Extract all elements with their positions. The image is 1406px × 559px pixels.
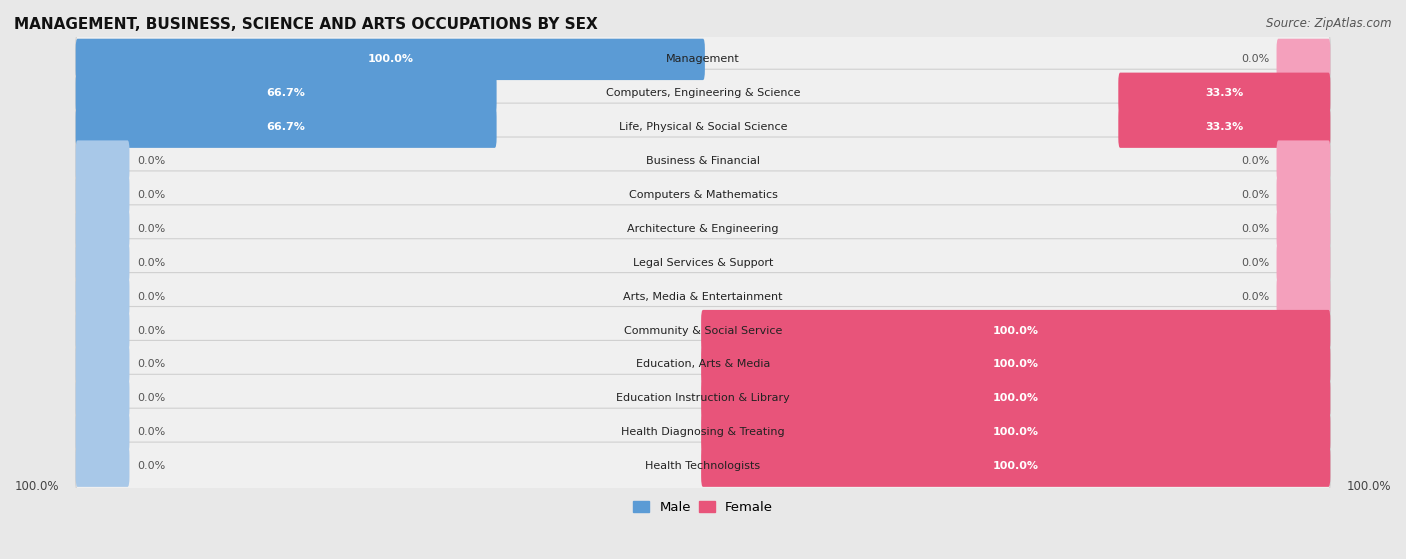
FancyBboxPatch shape [76, 276, 129, 318]
Text: Source: ZipAtlas.com: Source: ZipAtlas.com [1267, 17, 1392, 30]
FancyBboxPatch shape [1118, 73, 1330, 114]
Text: 33.3%: 33.3% [1205, 88, 1243, 98]
FancyBboxPatch shape [76, 306, 1330, 354]
Text: 100.0%: 100.0% [993, 325, 1039, 335]
FancyBboxPatch shape [1277, 140, 1330, 182]
FancyBboxPatch shape [76, 411, 129, 453]
Legend: Male, Female: Male, Female [628, 497, 778, 518]
FancyBboxPatch shape [76, 340, 1330, 389]
Text: 0.0%: 0.0% [1240, 292, 1270, 302]
FancyBboxPatch shape [76, 378, 129, 419]
FancyBboxPatch shape [702, 446, 1330, 487]
FancyBboxPatch shape [76, 73, 496, 114]
FancyBboxPatch shape [1277, 39, 1330, 80]
Text: 66.7%: 66.7% [267, 122, 305, 132]
Text: 0.0%: 0.0% [136, 292, 166, 302]
Text: 100.0%: 100.0% [1347, 480, 1391, 493]
Text: 100.0%: 100.0% [15, 480, 59, 493]
Text: Health Technologists: Health Technologists [645, 461, 761, 471]
FancyBboxPatch shape [76, 140, 129, 182]
FancyBboxPatch shape [76, 171, 1330, 219]
Text: Arts, Media & Entertainment: Arts, Media & Entertainment [623, 292, 783, 302]
FancyBboxPatch shape [76, 446, 129, 487]
Text: Community & Social Service: Community & Social Service [624, 325, 782, 335]
Text: 0.0%: 0.0% [136, 359, 166, 369]
Text: 0.0%: 0.0% [136, 461, 166, 471]
Text: Business & Financial: Business & Financial [645, 156, 761, 166]
Text: 0.0%: 0.0% [136, 224, 166, 234]
FancyBboxPatch shape [76, 39, 704, 80]
Text: 0.0%: 0.0% [136, 394, 166, 404]
FancyBboxPatch shape [76, 408, 1330, 456]
Text: 0.0%: 0.0% [136, 427, 166, 437]
Text: 33.3%: 33.3% [1205, 122, 1243, 132]
FancyBboxPatch shape [76, 35, 1330, 83]
FancyBboxPatch shape [76, 375, 1330, 423]
Text: 0.0%: 0.0% [1240, 190, 1270, 200]
FancyBboxPatch shape [702, 378, 1330, 419]
FancyBboxPatch shape [76, 310, 129, 351]
FancyBboxPatch shape [702, 411, 1330, 453]
FancyBboxPatch shape [76, 273, 1330, 321]
FancyBboxPatch shape [76, 442, 1330, 490]
Text: 0.0%: 0.0% [136, 190, 166, 200]
FancyBboxPatch shape [1277, 242, 1330, 283]
Text: 100.0%: 100.0% [993, 394, 1039, 404]
FancyBboxPatch shape [76, 103, 1330, 151]
Text: Computers, Engineering & Science: Computers, Engineering & Science [606, 88, 800, 98]
Text: 100.0%: 100.0% [367, 54, 413, 64]
Text: Health Diagnosing & Treating: Health Diagnosing & Treating [621, 427, 785, 437]
FancyBboxPatch shape [1277, 174, 1330, 216]
FancyBboxPatch shape [76, 137, 1330, 185]
Text: 100.0%: 100.0% [993, 359, 1039, 369]
Text: 0.0%: 0.0% [1240, 258, 1270, 268]
FancyBboxPatch shape [76, 174, 129, 216]
FancyBboxPatch shape [76, 344, 129, 385]
FancyBboxPatch shape [76, 239, 1330, 287]
Text: 0.0%: 0.0% [136, 258, 166, 268]
FancyBboxPatch shape [76, 69, 1330, 117]
Text: Life, Physical & Social Science: Life, Physical & Social Science [619, 122, 787, 132]
Text: 0.0%: 0.0% [1240, 224, 1270, 234]
Text: 100.0%: 100.0% [993, 461, 1039, 471]
Text: 66.7%: 66.7% [267, 88, 305, 98]
Text: Legal Services & Support: Legal Services & Support [633, 258, 773, 268]
FancyBboxPatch shape [76, 242, 129, 283]
FancyBboxPatch shape [76, 208, 129, 249]
FancyBboxPatch shape [76, 205, 1330, 253]
Text: 100.0%: 100.0% [993, 427, 1039, 437]
FancyBboxPatch shape [1277, 208, 1330, 249]
FancyBboxPatch shape [702, 344, 1330, 385]
FancyBboxPatch shape [76, 107, 496, 148]
Text: MANAGEMENT, BUSINESS, SCIENCE AND ARTS OCCUPATIONS BY SEX: MANAGEMENT, BUSINESS, SCIENCE AND ARTS O… [14, 17, 598, 32]
Text: Education, Arts & Media: Education, Arts & Media [636, 359, 770, 369]
Text: Education Instruction & Library: Education Instruction & Library [616, 394, 790, 404]
Text: 0.0%: 0.0% [136, 325, 166, 335]
Text: Management: Management [666, 54, 740, 64]
FancyBboxPatch shape [1118, 107, 1330, 148]
Text: Architecture & Engineering: Architecture & Engineering [627, 224, 779, 234]
Text: 0.0%: 0.0% [1240, 54, 1270, 64]
Text: 0.0%: 0.0% [1240, 156, 1270, 166]
FancyBboxPatch shape [1277, 276, 1330, 318]
Text: Computers & Mathematics: Computers & Mathematics [628, 190, 778, 200]
Text: 0.0%: 0.0% [136, 156, 166, 166]
FancyBboxPatch shape [702, 310, 1330, 351]
